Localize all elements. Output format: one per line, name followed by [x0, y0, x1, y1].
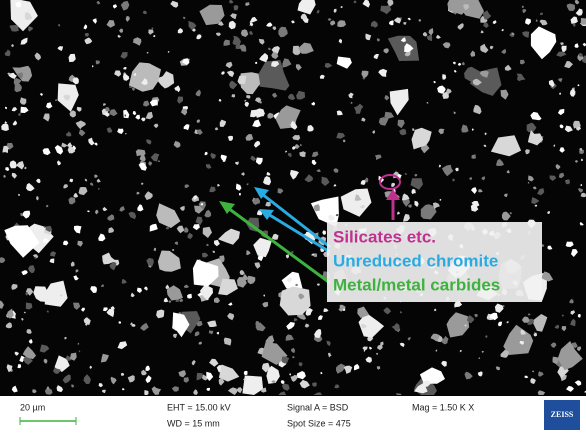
spot-size: Spot Size = 475 — [287, 418, 351, 428]
label-metal: Metal/metal carbides — [333, 275, 500, 294]
label-chromite: Unreduced chromite — [333, 251, 498, 270]
micrograph-background — [0, 0, 586, 396]
page: Silicates etc. Unreduced chromite Metal/… — [0, 0, 586, 436]
particle — [581, 18, 586, 25]
sem-screenshot: Silicates etc. Unreduced chromite Metal/… — [0, 0, 586, 436]
particle — [1, 124, 9, 131]
signal: Signal A = BSD — [287, 402, 349, 412]
logo: ZEISS — [551, 410, 574, 419]
magnification: Mag = 1.50 K X — [412, 402, 474, 412]
wd: WD = 15 mm — [167, 418, 220, 428]
label-silicates: Silicates etc. — [333, 227, 436, 246]
eht: EHT = 15.00 kV — [167, 402, 231, 412]
particle — [522, 6, 524, 8]
particle — [244, 371, 248, 375]
scale-label: 20 µm — [20, 402, 45, 412]
